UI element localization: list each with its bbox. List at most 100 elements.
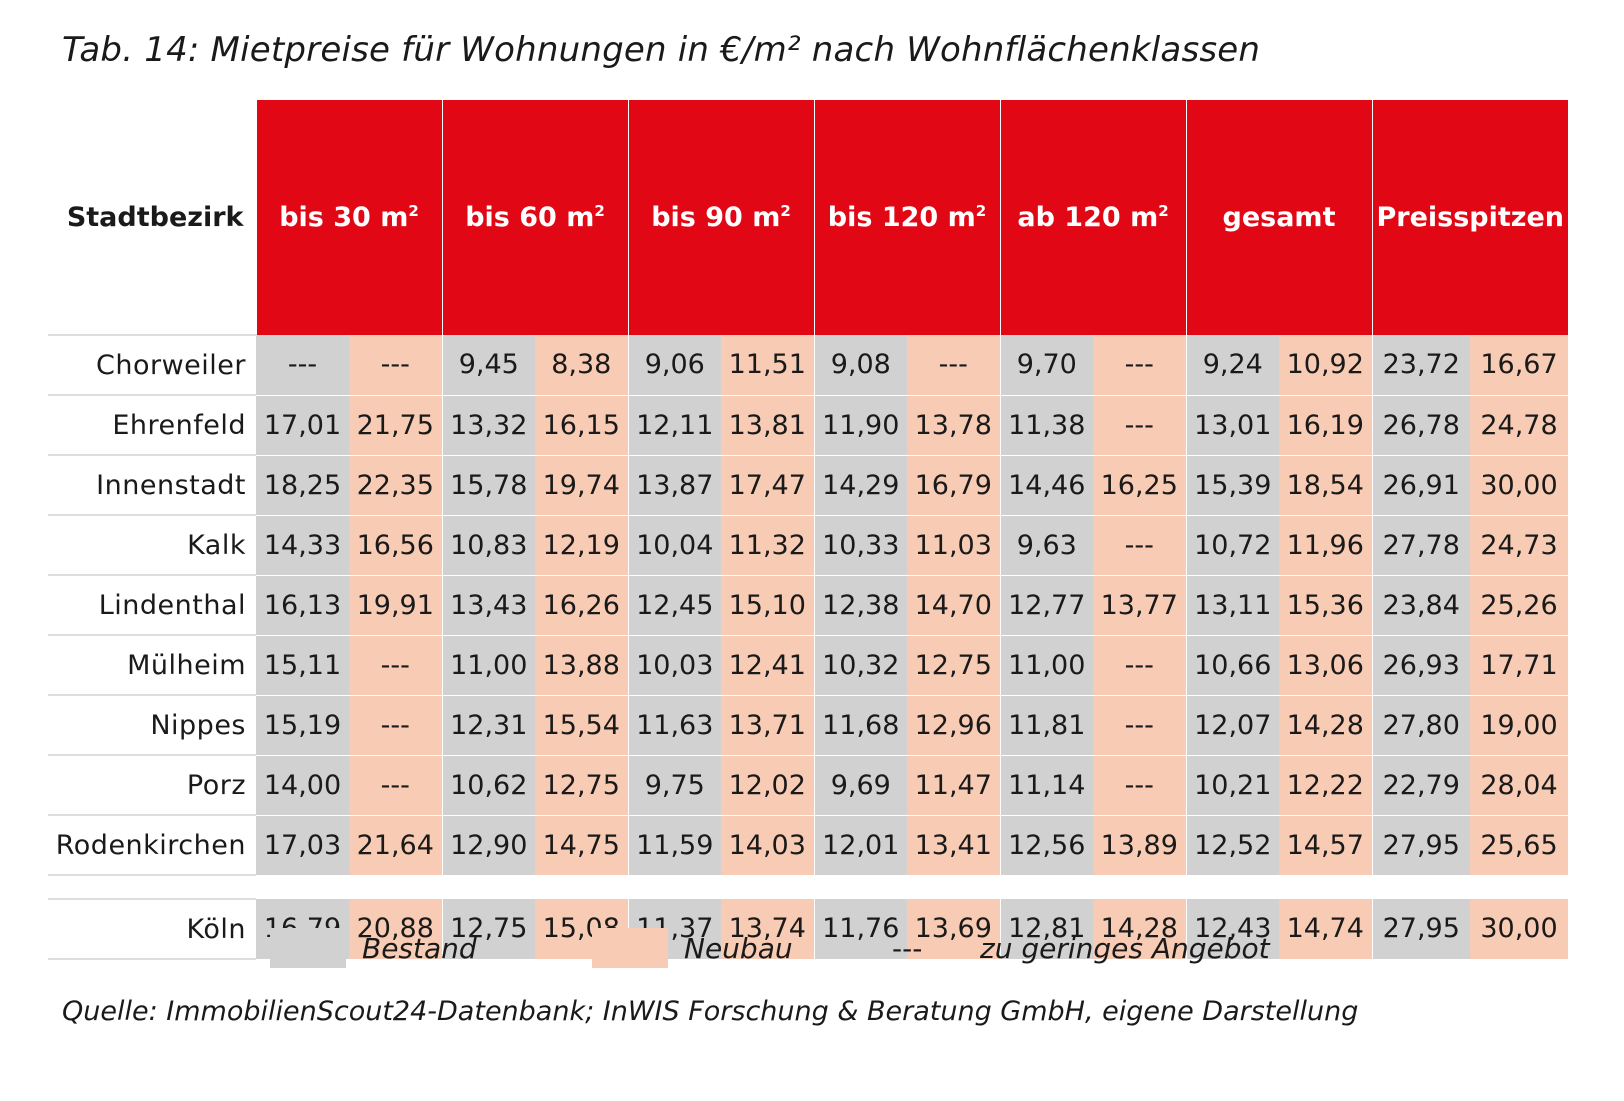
- group-sup: 2: [780, 202, 791, 220]
- cell-neubau: 13,41: [907, 815, 1000, 876]
- cell-neubau: ---: [1093, 395, 1186, 456]
- cell-bestand: 12,38: [813, 575, 907, 636]
- group-label: bis 90 m: [651, 202, 781, 233]
- cell-neubau: 17,47: [721, 455, 814, 516]
- table-row: Porz 14,00 --- 10,62 12,75 9,75 12,02 9,69 11,47…: [48, 755, 1568, 816]
- cell-neubau: 13,78: [907, 395, 1000, 456]
- group-sup: 2: [1158, 202, 1169, 220]
- cell-neubau: 13,77: [1093, 575, 1186, 636]
- cell-bestand: 23,84: [1371, 575, 1470, 636]
- cell-neubau: 16,79: [907, 455, 1000, 516]
- group-sup: 2: [594, 202, 605, 220]
- cell-bestand: 11,63: [627, 695, 721, 756]
- table-title: Tab. 14: Mietpreise für Wohnungen in €/m…: [62, 30, 1261, 70]
- cell-bestand: 17,03: [256, 815, 349, 876]
- cell-neubau: 24,73: [1470, 515, 1568, 576]
- cell-neubau: ---: [349, 755, 442, 816]
- cell-neubau: 11,47: [907, 755, 1000, 816]
- group-label: bis 60 m: [465, 202, 595, 233]
- cell-neubau: 10,92: [1279, 335, 1372, 396]
- rent-table: Stadtbezirk bis 30 m2 bis 60 m2 bis 90 m…: [48, 100, 1568, 960]
- table-row: Lindenthal 16,13 19,91 13,43 16,26 12,45 15,10…: [48, 575, 1568, 636]
- district-name: Kalk: [48, 515, 256, 576]
- table-row: Mülheim 15,11 --- 11,00 13,88 10,03 12,41 10,32…: [48, 635, 1568, 696]
- cell-bestand: 27,80: [1371, 695, 1470, 756]
- cell-neubau: ---: [907, 335, 1000, 396]
- cell-neubau: 11,96: [1279, 515, 1372, 576]
- cell-neubau: 16,15: [535, 395, 628, 456]
- district-name: Nippes: [48, 695, 256, 756]
- legend-swatch-neubau: [592, 928, 668, 968]
- cell-bestand: 26,78: [1371, 395, 1470, 456]
- column-header-group: gesamt: [1185, 100, 1372, 335]
- cell-neubau: 13,74: [721, 899, 814, 960]
- cell-neubau: ---: [1093, 335, 1186, 396]
- cell-neubau: 11,32: [721, 515, 814, 576]
- cell-bestand: 17,01: [256, 395, 349, 456]
- cell-bestand: 10,21: [1185, 755, 1279, 816]
- cell-bestand: 10,83: [441, 515, 535, 576]
- cell-neubau: 24,78: [1470, 395, 1568, 456]
- cell-neubau: 13,89: [1093, 815, 1186, 876]
- district-name: Köln: [48, 899, 256, 960]
- cell-neubau: 17,71: [1470, 635, 1568, 696]
- cell-neubau: 13,71: [721, 695, 814, 756]
- district-name: Lindenthal: [48, 575, 256, 636]
- group-label: bis 120 m: [827, 202, 976, 233]
- cell-neubau: 12,96: [907, 695, 1000, 756]
- district-name: Chorweiler: [48, 335, 256, 396]
- cell-neubau: 8,38: [535, 335, 628, 396]
- table-row: Ehrenfeld 17,01 21,75 13,32 16,15 12,11 13,81 1…: [48, 395, 1568, 456]
- legend-swatch-bestand: [270, 928, 346, 968]
- cell-bestand: 15,19: [256, 695, 349, 756]
- cell-bestand: 27,95: [1371, 815, 1470, 876]
- cell-neubau: 30,00: [1470, 899, 1568, 960]
- cell-bestand: 12,01: [813, 815, 907, 876]
- cell-neubau: ---: [349, 695, 442, 756]
- table-body: Chorweiler --- --- 9,45 8,38 9,06 11,51 9,08 ---…: [48, 335, 1568, 960]
- cell-neubau: 16,25: [1093, 455, 1186, 516]
- cell-bestand: 10,32: [813, 635, 907, 696]
- cell-bestand: 11,00: [999, 635, 1093, 696]
- group-label: ab 120 m: [1017, 202, 1159, 233]
- cell-bestand: 14,29: [813, 455, 907, 516]
- cell-bestand: 12,56: [999, 815, 1093, 876]
- cell-bestand: 13,43: [441, 575, 535, 636]
- cell-neubau: 16,56: [349, 515, 442, 576]
- table-row: Nippes 15,19 --- 12,31 15,54 11,63 13,71 11,68 1…: [48, 695, 1568, 756]
- cell-neubau: 22,35: [349, 455, 442, 516]
- district-name: Ehrenfeld: [48, 395, 256, 456]
- cell-neubau: 11,51: [721, 335, 814, 396]
- cell-neubau: 14,70: [907, 575, 1000, 636]
- column-header-group: Preisspitzen: [1371, 100, 1568, 335]
- cell-bestand: 11,38: [999, 395, 1093, 456]
- cell-bestand: 11,00: [441, 635, 535, 696]
- cell-bestand: 9,70: [999, 335, 1093, 396]
- cell-neubau: 19,91: [349, 575, 442, 636]
- group-label: Preisspitzen: [1376, 202, 1565, 233]
- cell-neubau: ---: [349, 635, 442, 696]
- cell-bestand: 10,62: [441, 755, 535, 816]
- cell-bestand: 13,01: [1185, 395, 1279, 456]
- legend-dash: ---: [892, 932, 923, 965]
- cell-neubau: ---: [1093, 755, 1186, 816]
- cell-neubau: 30,00: [1470, 455, 1568, 516]
- cell-bestand: 11,76: [813, 899, 907, 960]
- cell-neubau: ---: [1093, 515, 1186, 576]
- group-label: bis 30 m: [279, 202, 409, 233]
- cell-bestand: 9,63: [999, 515, 1093, 576]
- cell-neubau: 13,81: [721, 395, 814, 456]
- column-header-group: bis 60 m2: [441, 100, 628, 335]
- cell-bestand: 13,11: [1185, 575, 1279, 636]
- cell-neubau: 16,67: [1470, 335, 1568, 396]
- table-row: Innenstadt 18,25 22,35 15,78 19,74 13,87 17,47…: [48, 455, 1568, 516]
- group-sup: 2: [975, 202, 987, 220]
- cell-bestand: 18,25: [256, 455, 349, 516]
- cell-neubau: 11,03: [907, 515, 1000, 576]
- column-header-group: bis 90 m2: [627, 100, 814, 335]
- cell-neubau: 12,75: [535, 755, 628, 816]
- cell-bestand: 11,68: [813, 695, 907, 756]
- spacer-cell: [256, 875, 1568, 899]
- district-name: Rodenkirchen: [48, 815, 256, 876]
- cell-bestand: 13,32: [441, 395, 535, 456]
